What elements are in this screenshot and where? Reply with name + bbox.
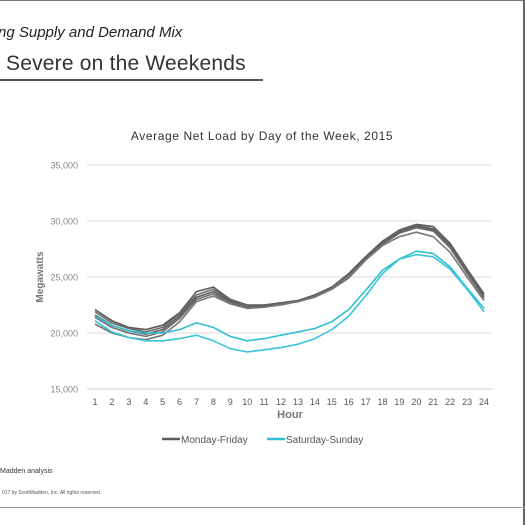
x-tick-label: 1 <box>92 397 97 407</box>
x-tick-label: 5 <box>160 397 165 407</box>
x-tick-label: 15 <box>327 397 337 407</box>
series-line-weekend <box>94 250 485 342</box>
x-tick-label: 24 <box>479 397 489 407</box>
headline-underline <box>0 79 263 81</box>
series-lines <box>94 223 485 353</box>
copyright-note: 017 by ScottMadden, Inc. All rights rese… <box>2 490 102 496</box>
x-tick-label: 21 <box>428 397 438 407</box>
gridlines <box>87 164 492 334</box>
series-line-weekday <box>94 225 485 335</box>
x-tick-label: 4 <box>143 397 148 407</box>
legend: Monday-Friday Saturday-Sunday <box>162 435 363 446</box>
source-note: Madden analysis <box>0 468 53 475</box>
x-tick-label: 13 <box>293 397 303 407</box>
legend-label-saturday-sunday: Saturday-Sunday <box>286 435 363 446</box>
x-tick-label: 10 <box>242 397 252 407</box>
x-tick-label: 3 <box>126 397 131 407</box>
series-line-weekday <box>94 231 485 341</box>
legend-label-monday-friday: Monday-Friday <box>181 435 248 446</box>
x-axis-label: Hour <box>277 409 303 421</box>
x-tick-label: 9 <box>228 397 233 407</box>
x-tick-label: 12 <box>276 397 286 407</box>
frame-bottom-border <box>0 507 525 508</box>
x-tick-label: 2 <box>109 397 114 407</box>
x-tick-label: 14 <box>310 397 320 407</box>
series-line-weekday <box>94 224 485 333</box>
series-line-weekday <box>94 226 485 338</box>
x-tick-label: 22 <box>445 397 455 407</box>
x-tick-label: 6 <box>177 397 182 407</box>
frame-top-border <box>0 0 525 1</box>
x-tick-label: 20 <box>411 397 421 407</box>
y-tick-label: 25,000 <box>50 273 78 283</box>
x-tick-label: 11 <box>259 397 268 407</box>
x-tick-label: 18 <box>378 397 388 407</box>
x-tick-label: 7 <box>194 397 199 407</box>
frame-right-border <box>523 0 525 525</box>
x-tick-label: 23 <box>462 397 472 407</box>
chart-title: Average Net Load by Day of the Week, 201… <box>131 129 393 143</box>
x-tick-label: 17 <box>361 397 371 407</box>
x-tick-label: 8 <box>211 397 216 407</box>
y-axis-label: Megawatts <box>35 251 46 303</box>
x-tick-label: 19 <box>394 397 404 407</box>
y-tick-label: 35,000 <box>50 161 78 171</box>
series-line-weekend <box>94 253 485 353</box>
y-tick-label: 15,000 <box>50 385 78 395</box>
x-tick-label: 16 <box>344 397 354 407</box>
y-tick-label: 30,000 <box>50 217 78 227</box>
y-tick-label: 20,000 <box>50 329 78 339</box>
x-axis-tick-labels: 1 2 3 4 5 6 7 8 9 10 11 12 13 14 15 16 17 18 19 20 21 22 23 24 <box>92 397 489 407</box>
y-axis-tick-labels: 15,000 20,000 25,000 30,000 35,000 <box>50 161 78 395</box>
slide-subtitle: ng Supply and Demand Mix <box>0 24 183 41</box>
slide-headline: Severe on the Weekends <box>6 52 246 75</box>
series-line-weekday <box>94 223 485 331</box>
